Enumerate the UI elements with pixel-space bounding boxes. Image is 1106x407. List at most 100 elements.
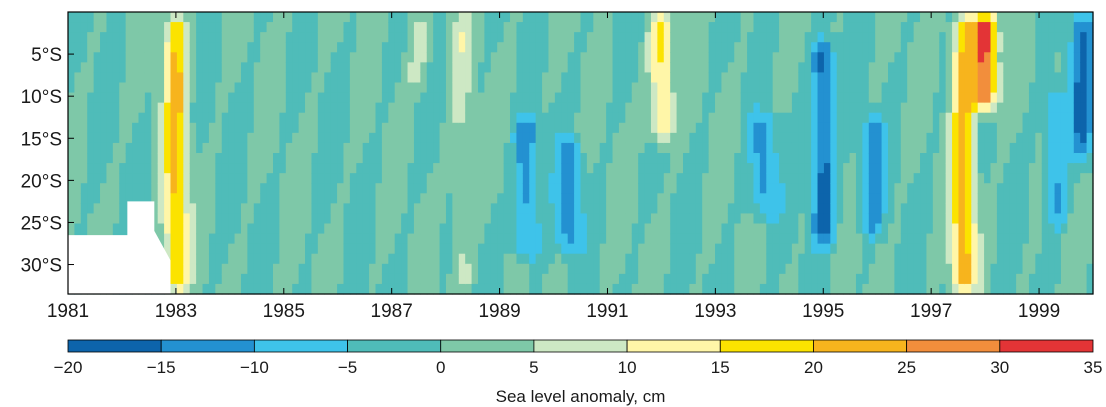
- heatmap-cell: [996, 203, 1004, 215]
- heatmap-cell: [977, 243, 985, 255]
- heatmap-cell: [574, 102, 582, 114]
- heatmap-cell: [330, 253, 338, 265]
- heatmap-cell: [176, 193, 184, 204]
- colorbar-swatch: [999, 339, 1094, 353]
- heatmap-cell: [952, 112, 960, 124]
- heatmap-cell: [984, 42, 992, 53]
- heatmap-cell: [875, 72, 883, 84]
- heatmap-cell: [849, 163, 857, 174]
- heatmap-cell: [266, 273, 274, 285]
- heatmap-cell: [785, 203, 793, 215]
- heatmap-cell: [779, 233, 787, 245]
- heatmap-cell: [548, 12, 556, 23]
- heatmap-cell: [913, 22, 921, 33]
- heatmap-cell: [381, 273, 389, 285]
- heatmap-cell: [471, 183, 479, 194]
- heatmap-cell: [996, 223, 1004, 235]
- heatmap-cell: [189, 243, 197, 255]
- heatmap-cell: [215, 112, 223, 124]
- heatmap-cell: [119, 223, 127, 235]
- heatmap-cell: [1003, 263, 1011, 275]
- heatmap-cell: [285, 92, 293, 104]
- heatmap-cell: [176, 163, 184, 174]
- heatmap-cell: [593, 92, 601, 104]
- colorbar-tick-label: −20: [54, 358, 83, 377]
- heatmap-cell: [567, 273, 575, 285]
- heatmap-cell: [670, 102, 678, 114]
- heatmap-cell: [215, 193, 223, 204]
- heatmap-cell: [599, 253, 607, 265]
- heatmap-cell: [625, 82, 633, 94]
- heatmap-cell: [913, 32, 921, 43]
- heatmap-cell: [1048, 142, 1056, 154]
- heatmap-cell: [1054, 283, 1062, 295]
- heatmap-cell: [176, 62, 184, 74]
- heatmap-cell: [964, 153, 972, 164]
- heatmap-cell: [497, 122, 505, 134]
- heatmap-cell: [112, 52, 120, 63]
- heatmap-cell: [240, 92, 248, 104]
- heatmap-cell: [606, 72, 614, 84]
- heatmap-cell: [657, 163, 665, 174]
- heatmap-cell: [574, 263, 582, 275]
- heatmap-cell: [996, 213, 1004, 225]
- heatmap-cell: [625, 153, 633, 164]
- heatmap-cell: [823, 22, 831, 33]
- heatmap-cell: [830, 82, 838, 94]
- heatmap-cell: [766, 173, 774, 184]
- heatmap-cell: [618, 213, 626, 225]
- heatmap-cell: [420, 233, 428, 245]
- x-tick-label: 1995: [802, 301, 844, 322]
- heatmap-cell: [497, 263, 505, 275]
- heatmap-cell: [445, 223, 453, 235]
- colorbar-tick-label: 5: [529, 358, 538, 377]
- heatmap-cell: [939, 263, 947, 275]
- heatmap-cell: [285, 283, 293, 295]
- heatmap-cell: [362, 62, 370, 74]
- heatmap-cell: [1054, 233, 1062, 245]
- heatmap-cell: [817, 112, 825, 124]
- heatmap-cell: [266, 233, 274, 245]
- heatmap-cell: [369, 12, 377, 23]
- heatmap-cell: [349, 233, 357, 245]
- heatmap-cell: [260, 233, 268, 245]
- heatmap-cell: [119, 173, 127, 184]
- heatmap-cell: [977, 283, 985, 295]
- heatmap-cell: [260, 203, 268, 215]
- heatmap-cell: [362, 163, 370, 174]
- heatmap-cell: [394, 213, 402, 225]
- heatmap-cell: [87, 112, 95, 124]
- heatmap-cell: [900, 102, 908, 114]
- heatmap-cell: [900, 82, 908, 94]
- heatmap-cell: [785, 112, 793, 124]
- heatmap-cell: [1080, 203, 1088, 215]
- heatmap-cell: [702, 132, 710, 144]
- heatmap-cell: [80, 193, 88, 204]
- heatmap-cell: [401, 243, 409, 255]
- heatmap-cell: [593, 203, 601, 215]
- heatmap-cell: [811, 12, 819, 23]
- heatmap-cell: [144, 153, 152, 164]
- heatmap-cell: [843, 92, 851, 104]
- heatmap-cell: [535, 22, 543, 33]
- heatmap-cell: [74, 193, 82, 204]
- heatmap-cell: [1086, 253, 1094, 265]
- heatmap-cell: [772, 243, 780, 255]
- heatmap-cell: [855, 82, 863, 94]
- heatmap-cell: [144, 193, 152, 204]
- heatmap-cell: [823, 142, 831, 154]
- heatmap-cell: [695, 132, 703, 144]
- heatmap-cell: [1022, 112, 1030, 124]
- heatmap-cell: [138, 92, 146, 104]
- heatmap-cell: [1003, 52, 1011, 63]
- heatmap-cell: [484, 183, 492, 194]
- heatmap-cell: [208, 142, 216, 154]
- heatmap-cell: [189, 62, 197, 74]
- heatmap-cell: [407, 72, 415, 84]
- heatmap-cell: [234, 173, 242, 184]
- heatmap-cell: [74, 223, 82, 235]
- heatmap-cell: [567, 163, 575, 174]
- heatmap-cell: [298, 213, 306, 225]
- heatmap-cell: [253, 223, 261, 235]
- heatmap-cell: [945, 132, 953, 144]
